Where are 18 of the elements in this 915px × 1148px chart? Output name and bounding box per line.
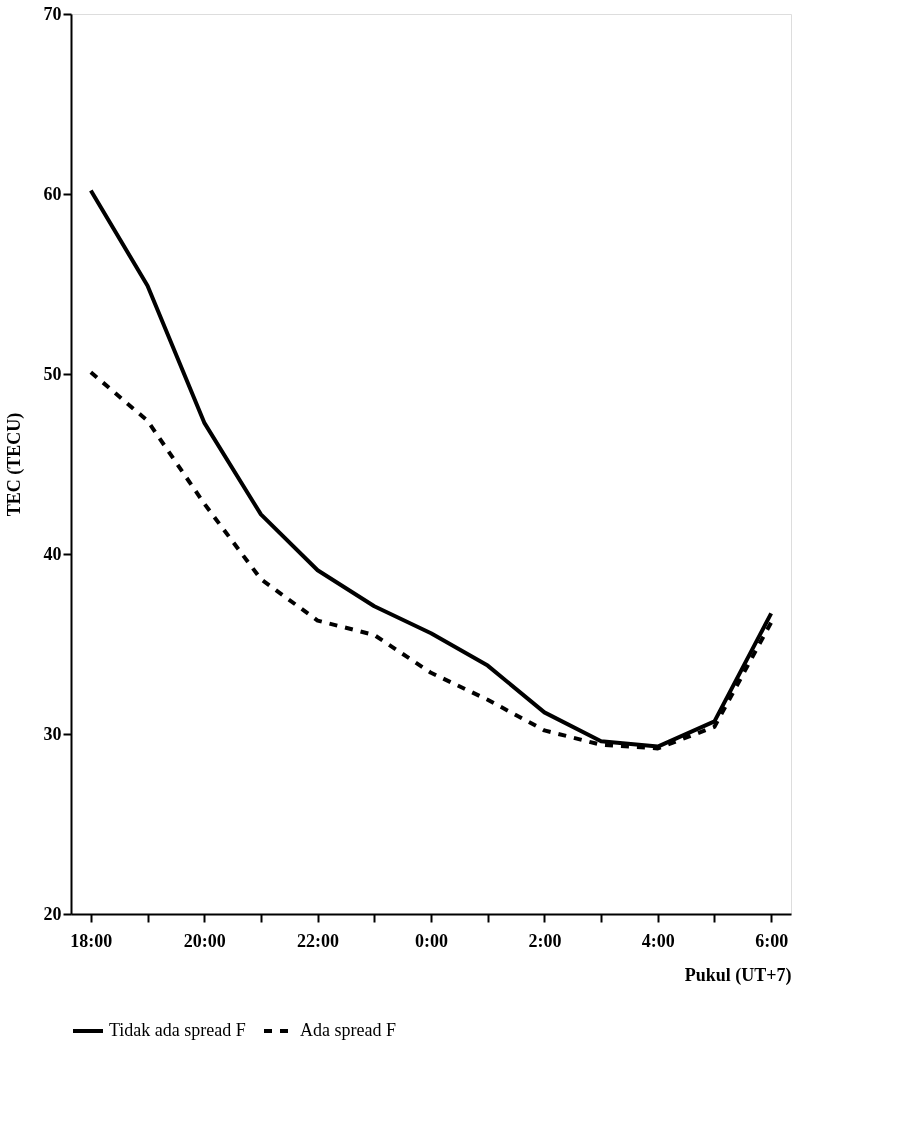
legend-label: Tidak ada spread F <box>109 1020 246 1040</box>
x-tick-label: 22:00 <box>297 930 340 951</box>
x-tick-label: 6:00 <box>755 930 789 951</box>
x-axis-title: Pukul (UT+7) <box>684 964 792 986</box>
y-tick-label: 60 <box>43 183 62 204</box>
x-tick-label: 18:00 <box>70 930 113 951</box>
x-tick-label: 0:00 <box>415 930 448 951</box>
x-tick-label: 4:00 <box>641 930 675 951</box>
y-tick-label: 40 <box>43 543 62 564</box>
y-axis-title: TEC (TECU) <box>3 412 25 517</box>
y-tick-label: 70 <box>43 3 62 24</box>
y-tick-label: 30 <box>43 723 62 744</box>
y-tick-label: 50 <box>43 363 62 384</box>
x-tick-label: 2:00 <box>528 930 562 951</box>
line-series <box>88 188 774 749</box>
x-tick-label: 20:00 <box>183 930 226 951</box>
y-tick-label: 20 <box>43 903 62 924</box>
legend-label: Ada spread F <box>300 1020 396 1040</box>
